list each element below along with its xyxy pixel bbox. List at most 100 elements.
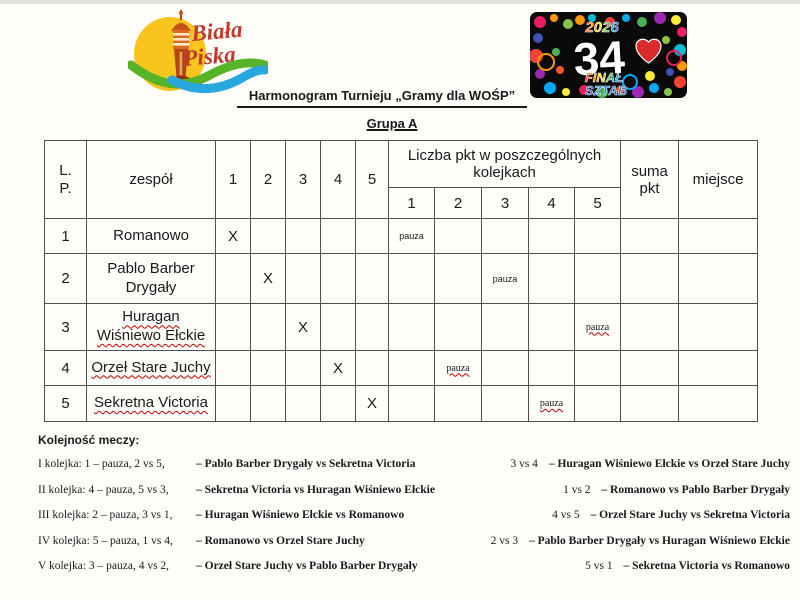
group-title: Grupa A: [366, 116, 418, 131]
grid-cell: [215, 385, 251, 422]
grid-cell: [320, 218, 356, 254]
grid-cell: [285, 253, 321, 304]
col-header-lp: L. P.: [44, 140, 87, 219]
place-cell: [678, 218, 759, 254]
round-right-pair: 4 vs 5: [552, 509, 580, 521]
pauza-cell: pauza: [481, 253, 529, 304]
round-left-label: V kolejka: 3 – pauza, 4 vs 2,: [38, 560, 170, 572]
round-left-label: II kolejka: 4 – pauza, 5 vs 3,: [38, 483, 169, 496]
lp-cell: 5: [44, 385, 87, 422]
page-title: Harmonogram Turnieju „Gramy dla WOŚP”: [237, 88, 527, 108]
sum-cell: [620, 385, 680, 422]
table-row: 5 Sekretna Victoria X pauza: [44, 385, 759, 422]
round-right-match: – Sekretna Victoria vs Romanowo: [623, 560, 790, 572]
round-left-match: – Romanowo vs Orzeł Stare Juchy: [196, 534, 365, 547]
place-cell: [678, 303, 759, 351]
grid-cell: [388, 350, 435, 386]
table-row: 4 Orzeł Stare Juchy X pauza: [44, 350, 759, 386]
round-right-pair: 3 vs 4: [510, 458, 538, 470]
round-left-label: I kolejka: 1 – pauza, 2 vs 5,: [38, 458, 165, 470]
col-header-round-5: 5: [573, 187, 622, 219]
grid-cell: [528, 218, 575, 254]
match-order-section: Kolejność meczy: I kolejka: 1 – pauza, 2…: [38, 433, 790, 586]
grid-cell: [320, 303, 356, 351]
grid-cell: [285, 385, 321, 422]
lp-cell: 1: [44, 218, 87, 254]
grid-cell: [355, 253, 389, 304]
grid-cell: [573, 218, 622, 254]
col-header-sum: suma pkt: [620, 140, 680, 219]
sum-cell: [620, 253, 680, 304]
round-line-1: I kolejka: 1 – pauza, 2 vs 5, – Pablo Ba…: [38, 458, 790, 484]
x-cell: X: [355, 385, 389, 422]
round-left-label: IV kolejka: 5 – pauza, 1 vs 4,: [38, 534, 173, 547]
team-cell: Orzeł Stare Juchy: [86, 350, 216, 386]
place-cell: [678, 350, 759, 386]
lp-cell: 3: [44, 303, 87, 351]
round-left-match: – Pablo Barber Drygały vs Sekretna Victo…: [196, 458, 416, 470]
round-right-pair: 2 vs 3: [490, 534, 519, 547]
logo-text-34: 34: [572, 31, 626, 86]
grid-cell: [285, 350, 321, 386]
grid-cell: [250, 303, 286, 351]
grid-cell: [320, 253, 356, 304]
col-header-round-3: 3: [481, 187, 529, 219]
grid-cell: [528, 303, 575, 351]
col-header-team: zespół: [86, 140, 216, 219]
round-line-2: II kolejka: 4 – pauza, 5 vs 3, – Sekretn…: [38, 484, 790, 510]
grid-cell: [434, 303, 482, 351]
col-header-vs-3: 3: [285, 140, 321, 219]
grid-cell: [434, 253, 482, 304]
place-cell: [678, 253, 759, 304]
grid-cell: [285, 218, 321, 254]
place-cell: [678, 385, 759, 422]
grid-cell: [215, 350, 251, 386]
pauza-cell: pauza: [573, 303, 622, 351]
pauza-cell: pauza: [434, 350, 482, 386]
x-cell: X: [285, 303, 321, 351]
table-row: 1 Romanowo X pauza: [44, 218, 759, 254]
x-cell: X: [215, 218, 251, 254]
round-right-match: – Huragan Wiśniewo Ełckie vs Orzeł Stare…: [548, 458, 790, 470]
waves-icon: [128, 58, 268, 94]
grid-cell: [388, 303, 435, 351]
grid-cell: [215, 303, 251, 351]
col-header-round-4: 4: [528, 187, 575, 219]
grid-cell: [434, 385, 482, 422]
grid-cell: [250, 218, 286, 254]
table-row: 3 Huragan Wiśniewo Ełckie X pauza: [44, 303, 759, 351]
grid-cell: [528, 350, 575, 386]
match-order-heading: Kolejność meczy:: [38, 433, 140, 447]
round-right-match: – Pablo Barber Drygały vs Huragan Wiśnie…: [528, 534, 790, 547]
round-line-5: V kolejka: 3 – pauza, 4 vs 2, – Orzeł St…: [38, 560, 790, 586]
pauza-cell: pauza: [528, 385, 575, 422]
x-cell: X: [250, 253, 286, 304]
col-header-vs-1: 1: [215, 140, 251, 219]
x-cell: X: [320, 350, 356, 386]
confetti-dots: [530, 12, 687, 98]
round-line-3: III kolejka: 2 – pauza, 3 vs 1, – Huraga…: [38, 509, 790, 535]
lp-cell: 2: [44, 253, 87, 304]
grid-cell: [528, 253, 575, 304]
grid-cell: [573, 350, 622, 386]
round-right-pair: 5 vs 1: [585, 560, 613, 572]
grid-cell: [573, 385, 622, 422]
grid-cell: [355, 218, 389, 254]
grid-cell: [355, 350, 389, 386]
col-header-points-group: Liczba pkt w poszczególnych kolejkach: [387, 140, 622, 188]
grid-cell: [250, 385, 286, 422]
col-header-vs-4: 4: [320, 140, 356, 219]
col-header-round-1: 1: [388, 187, 435, 219]
window-top-edge: [0, 0, 800, 4]
round-right-match: – Orzeł Stare Juchy vs Sekretna Victoria: [590, 509, 790, 521]
grid-cell: [388, 385, 435, 422]
grid-cell: [250, 350, 286, 386]
grid-cell: [434, 218, 482, 254]
table-row: 2 Pablo Barber Drygały X pauza: [44, 253, 759, 304]
logo-text-biala: Biała: [189, 17, 243, 46]
team-cell: Sekretna Victoria: [86, 385, 216, 422]
col-header-place: miejsce: [678, 140, 759, 219]
logo-text-year: 2026: [584, 19, 619, 36]
logo-text-final: FINAŁ: [585, 70, 623, 85]
team-cell: Romanowo: [86, 218, 216, 254]
